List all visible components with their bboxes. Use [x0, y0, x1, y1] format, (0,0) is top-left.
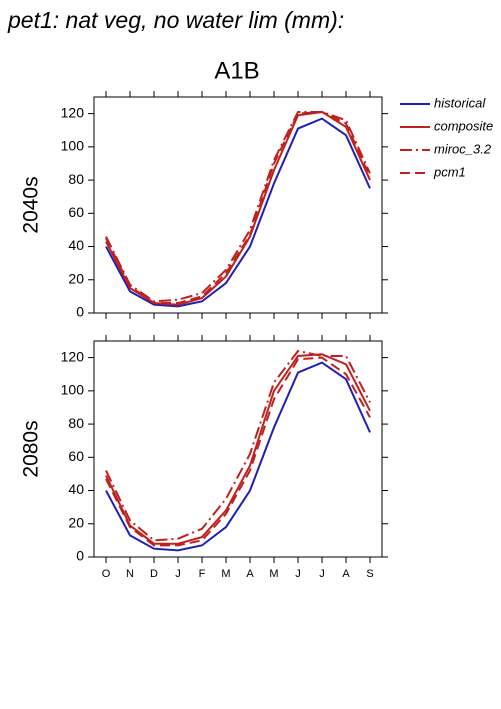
series-line [105, 110, 371, 306]
y-tick-label: 100 [61, 138, 85, 154]
chart-title: pet1: nat veg, no water lim (mm): [7, 7, 344, 33]
series-line [105, 110, 371, 305]
legend-label: historical [434, 95, 486, 110]
x-tick-label: O [102, 568, 111, 580]
x-tick-label: A [342, 568, 350, 580]
y-tick-label: 120 [61, 348, 85, 364]
y-tick-label: 80 [68, 415, 84, 431]
x-tick-label: J [319, 568, 325, 580]
y-axis-label: 2040s [20, 176, 43, 233]
y-tick-label: 40 [68, 481, 84, 497]
plot-frame [93, 340, 383, 558]
legend-label: composite [434, 118, 493, 133]
y-tick-label: 0 [76, 304, 84, 320]
y-tick-label: 20 [68, 514, 84, 530]
legend-label: miroc_3.2 [434, 141, 492, 156]
series-line [105, 110, 371, 303]
y-tick-label: 60 [68, 448, 84, 464]
series-line [105, 117, 371, 308]
x-tick-label: J [295, 568, 301, 580]
x-tick-label: S [366, 568, 373, 580]
x-tick-label: D [150, 568, 158, 580]
series-line [105, 349, 371, 542]
y-tick-label: 20 [68, 270, 84, 286]
y-tick-label: 40 [68, 237, 84, 253]
x-tick-label: M [221, 568, 230, 580]
x-tick-label: M [269, 568, 278, 580]
y-axis-label: 2080s [20, 420, 43, 477]
plot-frame [93, 96, 383, 314]
series-line [105, 361, 371, 552]
series-line [105, 356, 371, 547]
y-tick-label: 0 [76, 548, 84, 564]
x-tick-label: N [126, 568, 134, 580]
scenario-title: A1B [214, 57, 259, 84]
y-tick-label: 80 [68, 171, 84, 187]
x-tick-label: A [246, 568, 254, 580]
y-tick-label: 100 [61, 382, 85, 398]
series-line [105, 353, 371, 545]
y-tick-label: 120 [61, 104, 85, 120]
x-tick-label: J [175, 568, 181, 580]
y-tick-label: 60 [68, 204, 84, 220]
legend-label: pcm1 [433, 164, 466, 179]
x-tick-label: F [199, 568, 206, 580]
